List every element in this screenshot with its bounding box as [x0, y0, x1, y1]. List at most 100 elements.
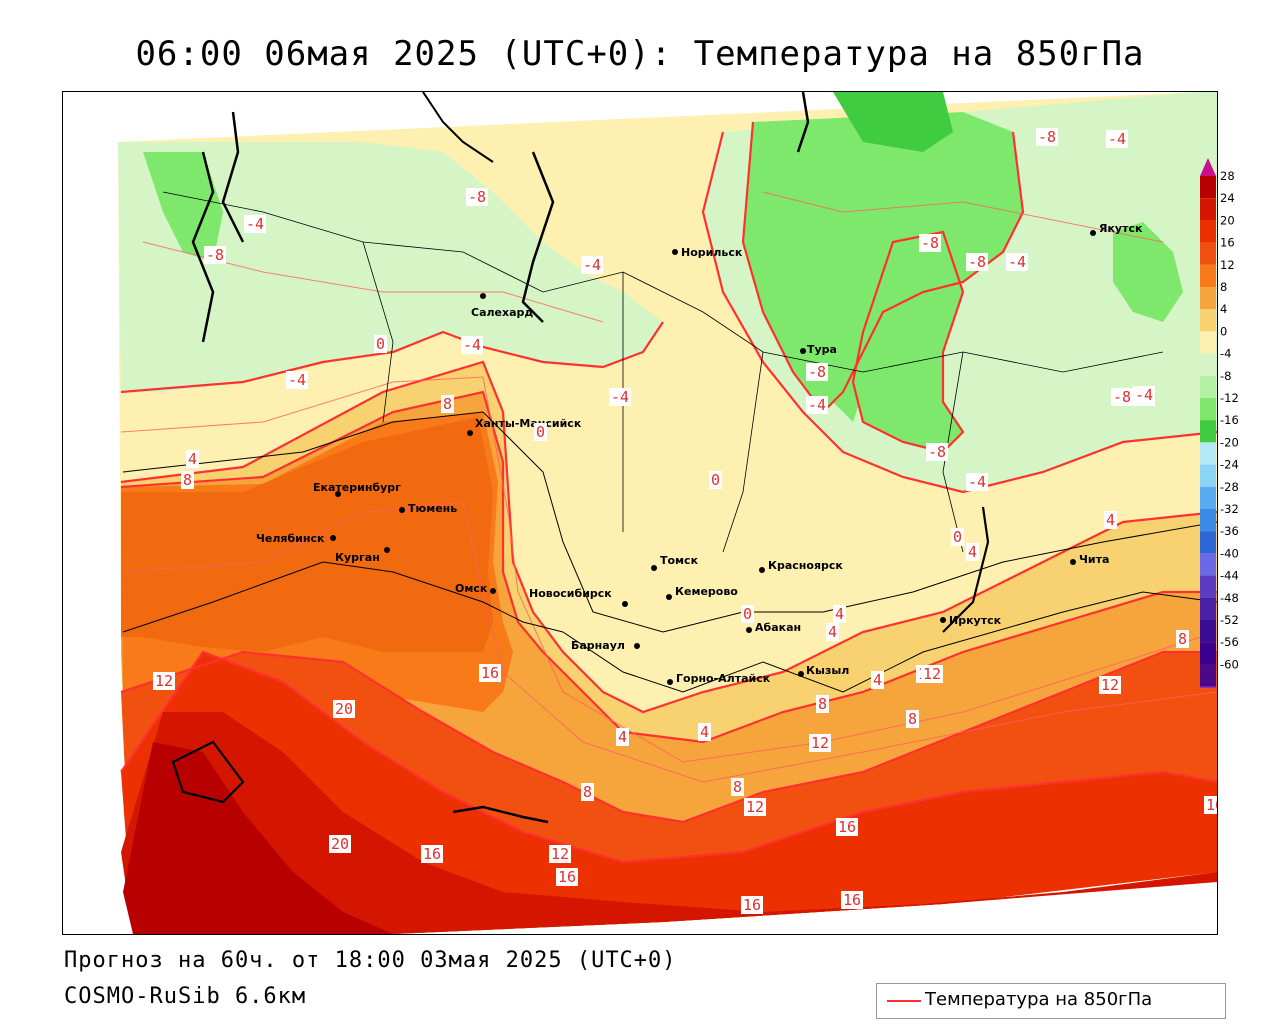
isotherm-label: 0	[534, 423, 547, 441]
city-chelyabinsk[interactable]: Челябинск	[256, 532, 336, 545]
city-abakan[interactable]: Абакан	[746, 621, 801, 634]
svg-text:Норильск: Норильск	[681, 246, 743, 259]
city-krasnoyarsk[interactable]: Красноярск	[759, 559, 843, 573]
svg-text:4: 4	[1106, 511, 1115, 529]
isotherm-label: 12	[153, 672, 175, 690]
svg-text:0: 0	[376, 335, 385, 353]
svg-text:12: 12	[923, 665, 941, 683]
isotherm-label: 8	[816, 695, 829, 713]
scale-tick-label: -56	[1220, 635, 1239, 649]
scale-tick-label: -52	[1220, 613, 1239, 627]
isotherm-label: -8	[926, 443, 948, 461]
scale-tick-label: -20	[1220, 435, 1239, 449]
city-salekhard[interactable]: Салехард	[471, 293, 533, 319]
city-khanty-mansiysk[interactable]: Ханты-Мансийск	[467, 417, 582, 436]
svg-text:0: 0	[953, 528, 962, 546]
scale-tick-label: 4	[1220, 302, 1227, 316]
svg-text:-4: -4	[968, 473, 986, 491]
scale-tick-label: -24	[1220, 458, 1239, 472]
city-tomsk[interactable]: Томск	[651, 554, 699, 571]
svg-text:8: 8	[1178, 630, 1187, 648]
svg-text:-4: -4	[808, 396, 826, 414]
isotherm-label: 4	[1104, 511, 1117, 529]
scale-swatch	[1200, 442, 1216, 465]
scale-tick-label: -28	[1220, 480, 1239, 494]
isotherm-label: -4	[1006, 253, 1028, 271]
svg-text:16: 16	[843, 891, 861, 909]
scale-swatch	[1200, 464, 1216, 487]
svg-text:Салехард: Салехард	[471, 306, 533, 319]
temperature-map: Норильск Якутск Салехард Тура Ханты-Манс…	[63, 92, 1217, 934]
svg-text:Тюмень: Тюмень	[408, 502, 457, 515]
isotherm-label: 4	[616, 728, 629, 746]
scale-tick-label: -16	[1220, 413, 1239, 427]
scale-tick-label: -60	[1220, 657, 1239, 671]
svg-text:-8: -8	[206, 246, 224, 264]
isotherm-label: -4	[1106, 130, 1128, 148]
city-kurgan[interactable]: Курган	[335, 547, 390, 564]
isotherm-label: -8	[919, 234, 941, 252]
city-irkutsk[interactable]: Иркутск	[940, 614, 1002, 627]
scale-swatch	[1200, 575, 1216, 598]
scale-swatch	[1200, 486, 1216, 509]
isotherm-label: -4	[609, 388, 631, 406]
city-tyumen[interactable]: Тюмень	[399, 502, 457, 515]
city-gorno-altaysk[interactable]: Горно-Алтайск	[667, 672, 771, 685]
city-kemerovo[interactable]: Кемерово	[666, 585, 738, 600]
svg-text:Новосибирск: Новосибирск	[529, 587, 612, 600]
scale-tick-label: 0	[1220, 324, 1227, 338]
svg-text:8: 8	[183, 471, 192, 489]
legend-label: Температура на 850гПа	[925, 989, 1153, 1010]
city-novosibirsk[interactable]: Новосибирск	[529, 587, 628, 607]
isotherm-label: 8	[441, 395, 454, 413]
svg-text:20: 20	[331, 835, 349, 853]
scale-swatch	[1200, 509, 1216, 532]
isotherm-label: -8	[1111, 388, 1133, 406]
svg-text:-8: -8	[968, 253, 986, 271]
svg-text:4: 4	[835, 605, 844, 623]
isotherm-label: 16	[741, 896, 763, 914]
isotherm-label: -8	[806, 363, 828, 381]
scale-tick-label: 20	[1220, 213, 1235, 227]
temperature-field	[118, 92, 1217, 934]
isotherm-label: 20	[333, 700, 355, 718]
scale-swatch	[1200, 664, 1216, 687]
city-yakutsk[interactable]: Якутск	[1090, 222, 1143, 236]
svg-text:-4: -4	[583, 256, 601, 274]
isotherm-label: 12	[1099, 676, 1121, 694]
svg-text:16: 16	[481, 664, 499, 682]
svg-text:16: 16	[1206, 796, 1217, 814]
isotherm-label: -4	[286, 371, 308, 389]
isotherm-label: 0	[951, 528, 964, 546]
city-norilsk[interactable]: Норильск	[672, 246, 743, 259]
isotherm-label: -4	[1133, 386, 1155, 404]
city-barnaul[interactable]: Барнаул	[571, 639, 640, 652]
svg-text:16: 16	[838, 818, 856, 836]
scale-swatch	[1200, 198, 1216, 221]
isotherm-label: 8	[906, 710, 919, 728]
city-chita[interactable]: Чита	[1070, 553, 1109, 566]
isotherm-label: -4	[806, 396, 828, 414]
city-omsk[interactable]: Омск	[455, 582, 496, 595]
svg-text:Горно-Алтайск: Горно-Алтайск	[676, 672, 771, 685]
scale-top-arrow	[1200, 158, 1216, 176]
scale-swatch	[1200, 220, 1216, 243]
map-title: 06:00 06мая 2025 (UTC+0): Температура на…	[135, 34, 1145, 74]
scale-tick-label: -32	[1220, 502, 1239, 516]
svg-text:Абакан: Абакан	[755, 621, 801, 634]
isotherm-label: 0	[741, 605, 754, 623]
scale-tick-label: 12	[1220, 258, 1235, 272]
svg-text:Красноярск: Красноярск	[768, 559, 843, 572]
svg-text:-4: -4	[1008, 253, 1026, 271]
svg-text:-8: -8	[921, 234, 939, 252]
svg-text:12: 12	[551, 845, 569, 863]
svg-text:-8: -8	[1038, 128, 1056, 146]
city-tura[interactable]: Тура	[800, 343, 837, 356]
svg-text:0: 0	[711, 471, 720, 489]
svg-text:-4: -4	[1108, 130, 1126, 148]
city-yekaterinburg[interactable]: Екатеринбург	[313, 481, 401, 497]
scale-tick-label: -4	[1220, 347, 1231, 361]
svg-text:16: 16	[558, 868, 576, 886]
isotherm-label: -8	[204, 246, 226, 264]
city-kyzyl[interactable]: Кызыл	[798, 664, 849, 677]
